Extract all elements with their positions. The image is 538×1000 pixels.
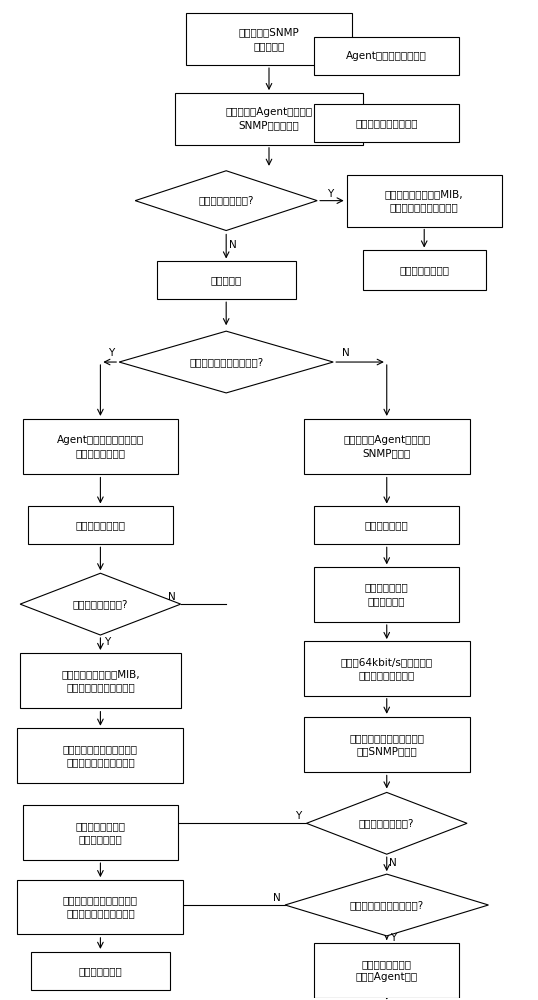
Text: 通过串口将数据包
传送给Agent模块: 通过串口将数据包 传送给Agent模块: [356, 959, 418, 982]
Text: Agent模块解压缩数据包: Agent模块解压缩数据包: [346, 51, 427, 61]
Text: 通过串口传送给
设备监控部分: 通过串口传送给 设备监控部分: [365, 583, 409, 606]
Text: N: N: [273, 893, 281, 903]
FancyBboxPatch shape: [157, 261, 296, 299]
Text: Y: Y: [295, 811, 302, 821]
Text: 是否访问本地设备?: 是否访问本地设备?: [73, 599, 128, 609]
Text: 该微波站是否有多台设备?: 该微波站是否有多台设备?: [350, 900, 424, 910]
Text: 设备监控部分接收并分析压
缩的SNMP数据包: 设备监控部分接收并分析压 缩的SNMP数据包: [349, 733, 424, 756]
Text: Agent模块传送给本微波站
的另一台微波设备: Agent模块传送给本微波站 的另一台微波设备: [57, 435, 144, 458]
Text: 打包按标记的发送数据包的
路径给管理站发送回应包: 打包按标记的发送数据包的 路径给管理站发送回应包: [63, 895, 138, 919]
Text: 该微波站是否有多台设备?: 该微波站是否有多台设备?: [189, 357, 263, 367]
Text: 转发数据包: 转发数据包: [210, 275, 242, 285]
Text: Y: Y: [390, 933, 397, 943]
Text: 映射到64kbit/s微波链路上
转发给下一个微波站: 映射到64kbit/s微波链路上 转发给下一个微波站: [341, 657, 433, 680]
Text: 微波设备的Agent模块压缩
SNMP数据包: 微波设备的Agent模块压缩 SNMP数据包: [343, 435, 430, 458]
FancyBboxPatch shape: [304, 419, 470, 474]
FancyBboxPatch shape: [304, 717, 470, 772]
FancyBboxPatch shape: [315, 37, 459, 75]
FancyBboxPatch shape: [17, 728, 183, 783]
FancyBboxPatch shape: [315, 104, 459, 142]
FancyBboxPatch shape: [186, 13, 352, 65]
Text: 查看管理对象信息库MIB,
提取最新的设备状态信息: 查看管理对象信息库MIB, 提取最新的设备状态信息: [385, 189, 464, 212]
Text: 恢复成标准的以太网包: 恢复成标准的以太网包: [356, 118, 418, 128]
FancyBboxPatch shape: [315, 943, 459, 998]
Text: N: N: [342, 348, 350, 358]
Text: Y: Y: [108, 348, 114, 358]
FancyBboxPatch shape: [20, 653, 181, 708]
Polygon shape: [285, 874, 489, 936]
FancyBboxPatch shape: [363, 250, 486, 290]
Text: 是否访问本地设备?: 是否访问本地设备?: [359, 818, 414, 828]
Text: 组装串口帧结构: 组装串口帧结构: [365, 520, 409, 530]
FancyBboxPatch shape: [28, 506, 173, 544]
Text: 查看管理对象信息库MIB,
提取最新的设备状态信息: 查看管理对象信息库MIB, 提取最新的设备状态信息: [61, 669, 140, 692]
Polygon shape: [20, 573, 181, 635]
Polygon shape: [119, 331, 333, 393]
Text: N: N: [390, 858, 397, 868]
Text: 终止转发数据包: 终止转发数据包: [79, 966, 122, 976]
Text: 打包按标记的发送数据包的
路径给管理站发送回应包: 打包按标记的发送数据包的 路径给管理站发送回应包: [63, 744, 138, 767]
FancyBboxPatch shape: [346, 175, 502, 227]
FancyBboxPatch shape: [23, 419, 178, 474]
Polygon shape: [135, 171, 317, 231]
FancyBboxPatch shape: [17, 880, 183, 934]
FancyBboxPatch shape: [23, 805, 178, 860]
Text: Y: Y: [104, 637, 110, 647]
Polygon shape: [307, 792, 467, 854]
Text: 管理站发送SNMP
请求数据包: 管理站发送SNMP 请求数据包: [239, 28, 299, 51]
FancyBboxPatch shape: [315, 506, 459, 544]
FancyBboxPatch shape: [175, 93, 363, 145]
Text: 接收并分析数据包: 接收并分析数据包: [75, 520, 125, 530]
Text: 设备监控部分采集
设备的状态信息: 设备监控部分采集 设备的状态信息: [75, 821, 125, 844]
FancyBboxPatch shape: [315, 567, 459, 622]
FancyBboxPatch shape: [304, 641, 470, 696]
Text: Y: Y: [327, 189, 333, 199]
Text: 微波设备的Agent模块接收
SNMP请求数据包: 微波设备的Agent模块接收 SNMP请求数据包: [225, 107, 313, 131]
Text: 是否访问本地设备?: 是否访问本地设备?: [199, 196, 254, 206]
FancyBboxPatch shape: [31, 952, 170, 990]
Text: 打包回送给管理站: 打包回送给管理站: [399, 265, 449, 275]
Text: N: N: [168, 592, 175, 602]
Text: N: N: [229, 240, 237, 250]
